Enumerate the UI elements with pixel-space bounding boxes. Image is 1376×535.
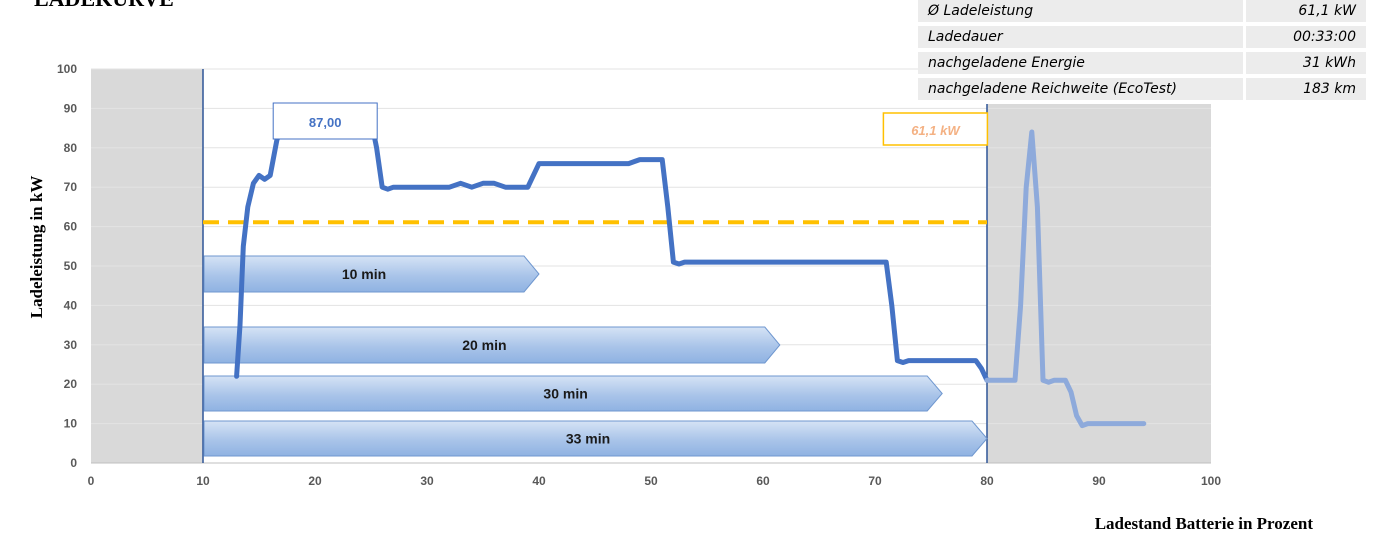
- time-arrow-label: 33 min: [566, 431, 610, 447]
- x-axis-label: Ladestand Batterie in Prozent: [1095, 514, 1314, 533]
- y-tick-label: 70: [64, 180, 78, 194]
- average-callout-label: 61,1 kW: [911, 123, 961, 138]
- time-arrow: [203, 420, 988, 457]
- y-tick-label: 0: [70, 456, 77, 470]
- x-tick-label: 40: [532, 474, 546, 488]
- y-axis-label: Ladeleistung in kW: [27, 176, 46, 319]
- time-marker-arrows: 10 min 20 min 30 min 33 min: [203, 255, 988, 457]
- x-tick-label: 80: [980, 474, 994, 488]
- stats-value: 00:33:00: [1243, 24, 1366, 52]
- time-arrow: [203, 375, 943, 412]
- x-tick-label: 100: [1201, 474, 1221, 488]
- y-tick-label: 40: [64, 298, 78, 312]
- stats-label: Ø Ladeleistung: [918, 0, 1245, 26]
- x-tick-label: 60: [756, 474, 770, 488]
- x-tick-label: 50: [644, 474, 658, 488]
- chart-title-fragment: LADEKURVE: [34, 0, 174, 11]
- y-tick-label: 30: [64, 338, 78, 352]
- y-tick-label: 50: [64, 259, 78, 273]
- time-arrow: [203, 255, 540, 293]
- peak-callout-label: 87,00: [309, 115, 342, 130]
- x-tick-label: 70: [868, 474, 882, 488]
- stats-value: 183 km: [1243, 76, 1366, 104]
- stats-row-avg-power: Ø Ladeleistung 61,1 kW: [918, 0, 1366, 26]
- series-line-after-window: [984, 129, 1147, 429]
- x-tick-label: 30: [420, 474, 434, 488]
- y-tick-label: 90: [64, 101, 78, 115]
- stats-label: nachgeladene Reichweite (EcoTest): [918, 76, 1245, 104]
- x-tick-label: 90: [1092, 474, 1106, 488]
- y-tick-label: 100: [57, 62, 77, 76]
- axis-ticks: 0 10 20 30 40 50 60 70 80 90 100 0 10 20 30 40 50 60 70 80 9…: [57, 62, 1221, 488]
- time-arrow-label: 30 min: [543, 386, 587, 402]
- charging-stats-table: Ø Ladeleistung 61,1 kW Ladedauer 00:33:0…: [918, 0, 1366, 104]
- stats-row-duration: Ladedauer 00:33:00: [918, 24, 1366, 52]
- stats-value: 31 kWh: [1243, 50, 1366, 78]
- stats-value: 61,1 kW: [1243, 0, 1366, 26]
- y-tick-label: 80: [64, 141, 78, 155]
- time-arrow-label: 10 min: [342, 266, 386, 282]
- x-tick-label: 10: [196, 474, 210, 488]
- y-tick-label: 60: [64, 220, 78, 234]
- time-arrow-label: 20 min: [462, 337, 506, 353]
- stats-row-energy: nachgeladene Energie 31 kWh: [918, 50, 1366, 78]
- peak-callout-box: [272, 102, 378, 140]
- annotations: 87,00 61,1 kW: [272, 102, 989, 146]
- x-tick-label: 0: [88, 474, 95, 488]
- average-callout-box: [882, 112, 989, 146]
- time-arrow: [203, 326, 781, 364]
- stats-label: Ladedauer: [918, 24, 1245, 52]
- y-tick-label: 20: [64, 377, 78, 391]
- stats-row-range: nachgeladene Reichweite (EcoTest) 183 km: [918, 76, 1366, 104]
- x-tick-label: 20: [308, 474, 322, 488]
- stats-label: nachgeladene Energie: [918, 50, 1245, 78]
- y-tick-label: 10: [64, 417, 78, 431]
